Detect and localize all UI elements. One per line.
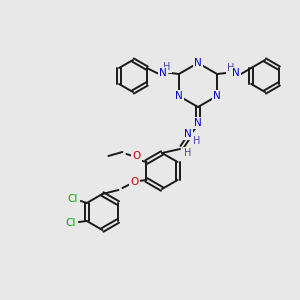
Text: H: H bbox=[227, 63, 235, 73]
Text: Cl: Cl bbox=[68, 194, 78, 204]
Text: N: N bbox=[232, 68, 240, 78]
Text: N: N bbox=[175, 91, 183, 101]
Text: N: N bbox=[159, 68, 167, 78]
Text: H: H bbox=[163, 62, 171, 72]
Text: O: O bbox=[130, 177, 139, 187]
Text: Cl: Cl bbox=[66, 218, 76, 228]
Text: H: H bbox=[193, 136, 201, 146]
Text: N: N bbox=[184, 129, 192, 139]
Text: N: N bbox=[194, 58, 202, 68]
Text: O: O bbox=[132, 151, 140, 161]
Text: H: H bbox=[184, 148, 192, 158]
Text: N: N bbox=[213, 91, 221, 101]
Text: N: N bbox=[194, 118, 202, 128]
